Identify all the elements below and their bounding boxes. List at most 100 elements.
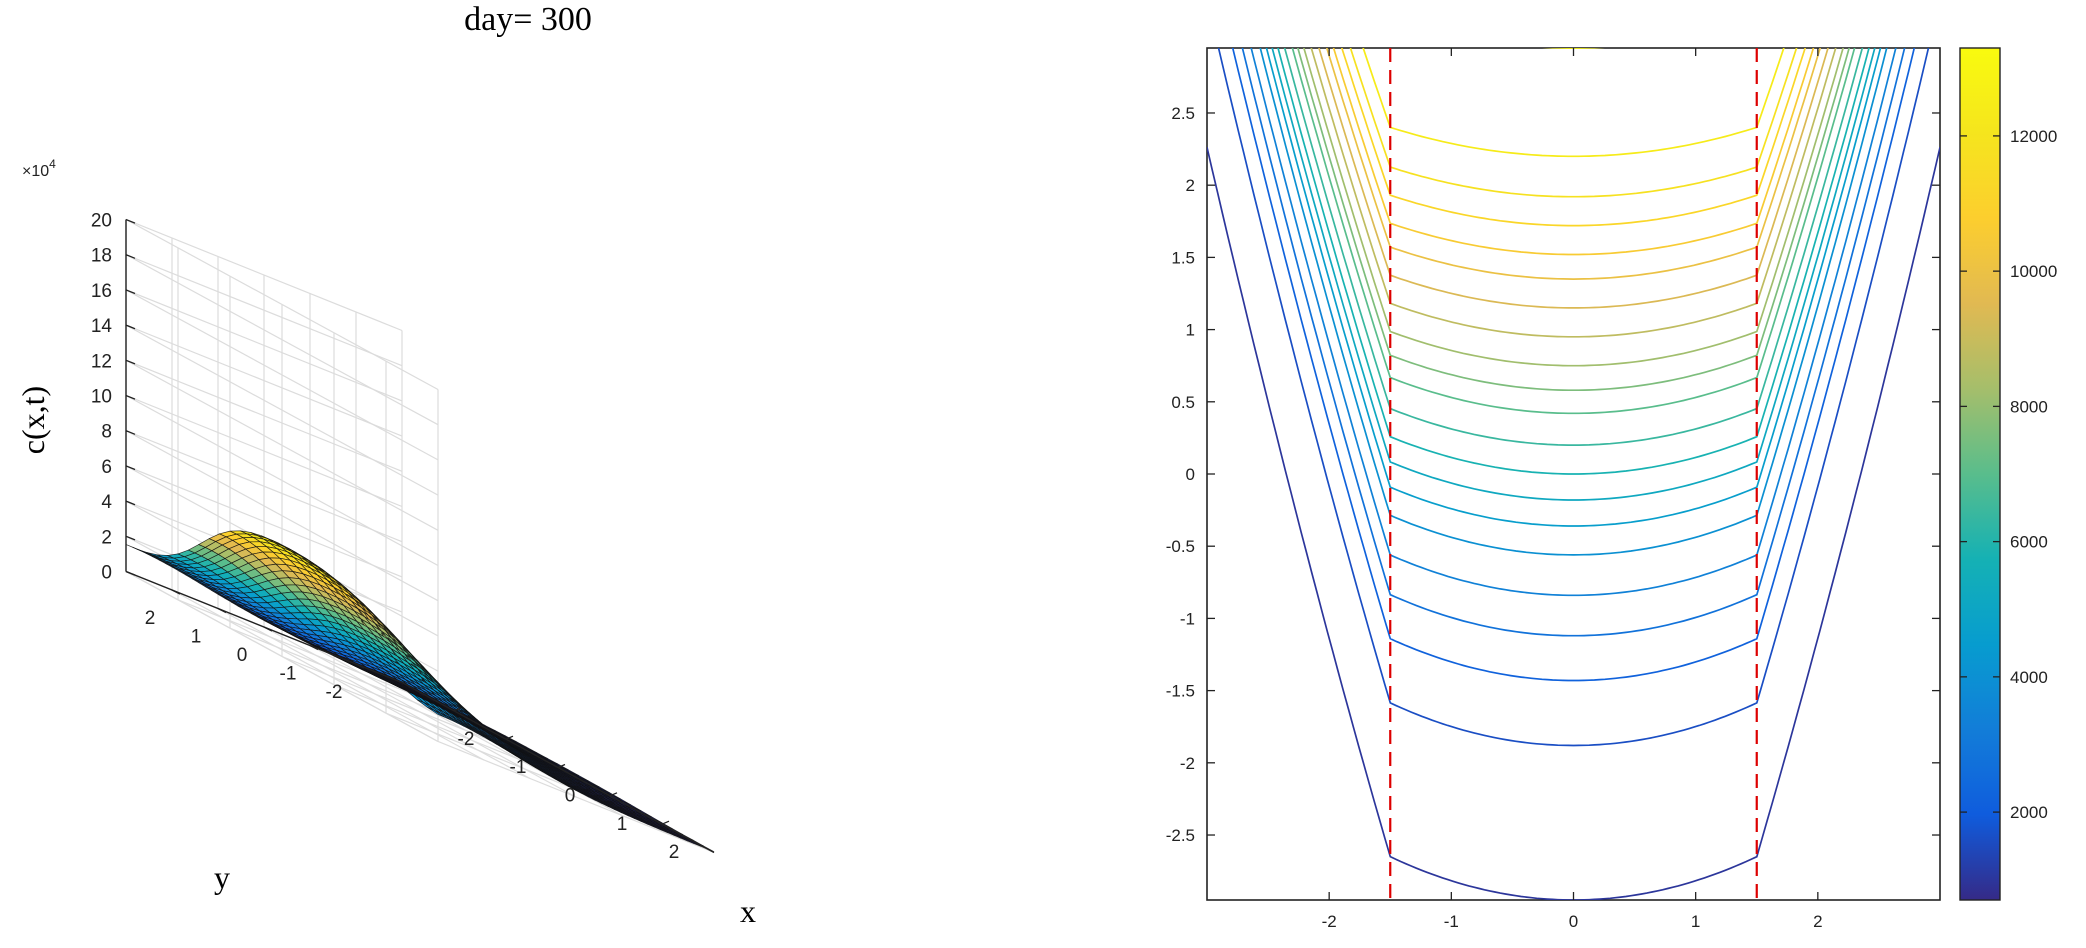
contour-line xyxy=(1332,48,1815,256)
contour-lines xyxy=(1207,48,1940,900)
surface-z-tick xyxy=(125,500,136,506)
colorbar-ticks: 2000 4000 6000 8000 10000 12000 xyxy=(1960,127,2057,822)
contour-line xyxy=(1259,48,1888,556)
contour-y-tick-label: 2.5 xyxy=(1171,104,1195,123)
surface-x-tick-label: 2 xyxy=(669,842,680,863)
surface-z-ticks: 0 2 4 6 8 10 12 14 16 18 20 xyxy=(91,211,136,584)
surface-z-exponent: ×104 xyxy=(22,157,56,180)
surface-x-tick-label: -1 xyxy=(510,757,527,778)
contour-y-tick-label: 1 xyxy=(1186,321,1195,340)
surface-z-tick-label: 10 xyxy=(91,387,112,408)
colorbar-tick-label: 10000 xyxy=(2010,262,2057,281)
colorbar-tick-label: 6000 xyxy=(2010,533,2048,552)
surface-z-tick-label: 14 xyxy=(91,316,113,337)
contour-line xyxy=(1340,48,1807,227)
contour-y-tick-label: -2 xyxy=(1180,754,1195,773)
contour-line xyxy=(1207,147,1940,900)
surface-mesh xyxy=(125,530,715,853)
surface-z-tick xyxy=(125,570,136,576)
contour-line xyxy=(1349,48,1798,198)
contour-x-tick-label: 2 xyxy=(1813,912,1822,931)
surface-x-tick xyxy=(453,707,462,712)
surface-x-tick xyxy=(661,820,670,825)
contour-y-tick-label: 0 xyxy=(1186,465,1195,484)
colorbar-tick-label: 2000 xyxy=(2010,803,2048,822)
surface-y-tick xyxy=(355,663,365,669)
contour-line xyxy=(1318,48,1829,309)
contour-line xyxy=(1291,48,1856,415)
contour-line xyxy=(1296,48,1851,392)
contour-line xyxy=(1241,48,1906,637)
colorbar-tick-label: 8000 xyxy=(2010,397,2048,416)
surface-z-tick-label: 2 xyxy=(101,527,112,548)
surface-y-tick-label: -1 xyxy=(280,664,297,685)
surface-z-tick xyxy=(125,535,136,541)
surface-grid-line xyxy=(125,570,439,743)
surface-z-tick xyxy=(125,394,136,400)
surface-z-tick xyxy=(125,289,136,295)
contour-line xyxy=(1302,48,1845,367)
contour-y-tick-label: -0.5 xyxy=(1166,537,1195,556)
contour-y-tick-label: -1.5 xyxy=(1166,682,1195,701)
surface-x-ticks: -2 -1 0 1 2 xyxy=(453,707,680,863)
surface-z-tick xyxy=(125,324,136,330)
contour-x-tick-label: 0 xyxy=(1569,912,1578,931)
surface-title: day= 300 xyxy=(464,1,592,38)
surface-z-tick-label: 16 xyxy=(91,281,112,302)
colorbar: 2000 4000 6000 8000 10000 12000 xyxy=(1959,47,2057,901)
contour-y-tick-label: 0.5 xyxy=(1171,393,1195,412)
contour-line xyxy=(1250,48,1897,597)
surface-z-tick-label: 12 xyxy=(91,351,112,372)
surface-z-label: c(x,t) xyxy=(15,386,51,454)
surface-x-tick xyxy=(557,763,566,769)
surface-x-tick-label: 0 xyxy=(565,786,576,807)
surface-z-tick xyxy=(125,254,136,259)
contour-line xyxy=(1310,48,1837,338)
contour-ticks: -2 -1 0 1 2 -2.5 -2 -1.5 -1 -0.5 0 0.5 1 1.5 2 2.5 xyxy=(1166,48,1940,931)
surface-z-tick-label: 4 xyxy=(101,492,112,513)
contour-x-tick-label: 1 xyxy=(1691,912,1700,931)
contour-x-tick-label: -2 xyxy=(1322,912,1337,931)
surface-z-tick xyxy=(125,359,136,365)
contour-y-tick-label: -2.5 xyxy=(1166,826,1195,845)
surface-z-tick xyxy=(125,465,136,471)
colorbar-tick-label: 12000 xyxy=(2010,127,2057,146)
surface-y-ticks: -2 -1 0 1 2 xyxy=(145,589,365,703)
surface-z-tick-label: 0 xyxy=(101,563,112,584)
contour-x-tick-label: -1 xyxy=(1444,912,1459,931)
surface-x-label: x xyxy=(740,893,756,929)
contour-line xyxy=(1265,48,1882,527)
surface-z-tick-label: 8 xyxy=(101,422,112,443)
surface-z-tick-label: 18 xyxy=(91,246,112,267)
contour-y-tick-label: 2 xyxy=(1186,176,1195,195)
contour-line xyxy=(1541,48,1606,49)
surface-y-tick-label: 1 xyxy=(191,627,202,648)
contour-line xyxy=(1217,48,1930,747)
surface-y-tick xyxy=(171,589,181,595)
colorbar-tick-label: 4000 xyxy=(2010,668,2048,687)
surface-y-label: y xyxy=(214,859,230,895)
contour-y-tick-label: -1 xyxy=(1180,609,1195,628)
surface-z-tick xyxy=(125,218,136,224)
surface-y-tick-label: 2 xyxy=(145,608,156,629)
surface-y-tick-label: -2 xyxy=(326,682,343,703)
reference-lines xyxy=(1389,48,1758,900)
surface-x-tick xyxy=(505,735,514,740)
surface-y-tick xyxy=(217,607,227,614)
surface-x-tick-label: -2 xyxy=(458,729,475,750)
surface-y-tick-label: 0 xyxy=(237,645,248,666)
contour-line xyxy=(1277,48,1870,475)
surface-y-tick xyxy=(263,626,273,632)
surface-x-tick xyxy=(609,792,618,797)
contour-plot: -2 -1 0 1 2 -2.5 -2 -1.5 -1 -0.5 0 0.5 1 1.5 2 2.5 xyxy=(1166,47,1941,931)
colorbar-gradient xyxy=(1959,47,2001,901)
contour-y-tick-label: 1.5 xyxy=(1171,248,1195,267)
contour-line xyxy=(1283,48,1864,446)
surface-z-tick-label: 6 xyxy=(101,457,112,478)
surface-z-tick xyxy=(125,430,136,435)
contour-line xyxy=(1231,48,1916,682)
contour-line xyxy=(1362,48,1785,158)
surface-grid-line xyxy=(437,740,715,854)
